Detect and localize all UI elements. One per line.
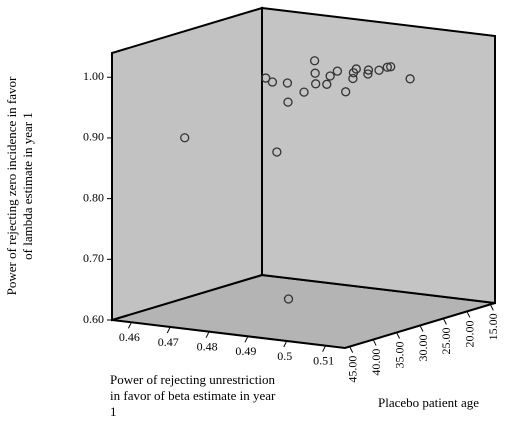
- y-tick: [419, 325, 424, 332]
- x-tick: [127, 322, 132, 329]
- point: [363, 69, 373, 79]
- y-tick-label: 20.00: [463, 320, 477, 347]
- y-tick: [466, 311, 471, 318]
- x-tick-label: 0.48: [197, 339, 218, 353]
- point: [341, 87, 351, 97]
- z-tick-label: 1.00: [83, 69, 104, 83]
- point: [374, 65, 384, 75]
- point: [283, 294, 294, 304]
- z-tick-label: 0.90: [83, 130, 104, 144]
- x-tick: [322, 345, 327, 352]
- y-tick-label: 25.00: [439, 327, 453, 354]
- x-tick-label: 0.47: [158, 335, 179, 349]
- y-tick: [396, 332, 401, 339]
- point: [180, 133, 190, 143]
- y-tick: [442, 318, 447, 325]
- x-tick: [244, 336, 249, 343]
- y-tick: [372, 339, 377, 346]
- x-axis-title: Power of rejecting unrestriction in favo…: [110, 372, 276, 419]
- point: [267, 77, 278, 87]
- point: [363, 65, 374, 75]
- x-tick: [205, 331, 210, 338]
- point: [332, 66, 343, 76]
- z-axis-title: Power of rejecting zero incidence in fav…: [4, 76, 35, 296]
- z-tick-label: 0.70: [83, 251, 104, 265]
- point: [382, 62, 392, 72]
- x-tick-label: 0.46: [119, 330, 140, 344]
- point: [272, 147, 282, 157]
- y-tick: [349, 346, 354, 353]
- point: [351, 64, 361, 74]
- x-tick-label: 0.49: [235, 344, 256, 358]
- point: [309, 56, 320, 66]
- right-wall: [261, 6, 496, 305]
- point: [299, 87, 309, 97]
- y-tick-label: 40.00: [369, 349, 383, 376]
- y-tick-label: 15.00: [486, 313, 500, 340]
- x-tick-label: 0.51: [313, 353, 334, 367]
- point: [348, 73, 358, 84]
- point: [405, 74, 415, 84]
- point: [310, 68, 320, 78]
- x-tick: [166, 326, 171, 334]
- point: [386, 62, 396, 72]
- z-tick-label: 0.80: [83, 190, 104, 204]
- point: [261, 73, 271, 83]
- y-tick-label: 30.00: [416, 335, 430, 362]
- point: [311, 79, 321, 89]
- x-tick-label: 0.5: [277, 349, 292, 363]
- y-tick-label: 45.00: [345, 356, 359, 383]
- y-axis-title: Placebo patient age: [378, 395, 480, 410]
- z-tick-label: 0.60: [83, 312, 104, 326]
- point: [322, 79, 332, 89]
- y-tick: [489, 304, 494, 311]
- point: [325, 71, 335, 81]
- left-wall: [111, 6, 263, 322]
- point: [282, 78, 293, 88]
- x-tick: [283, 340, 288, 348]
- y-tick-label: 35.00: [392, 342, 406, 369]
- point: [283, 97, 293, 107]
